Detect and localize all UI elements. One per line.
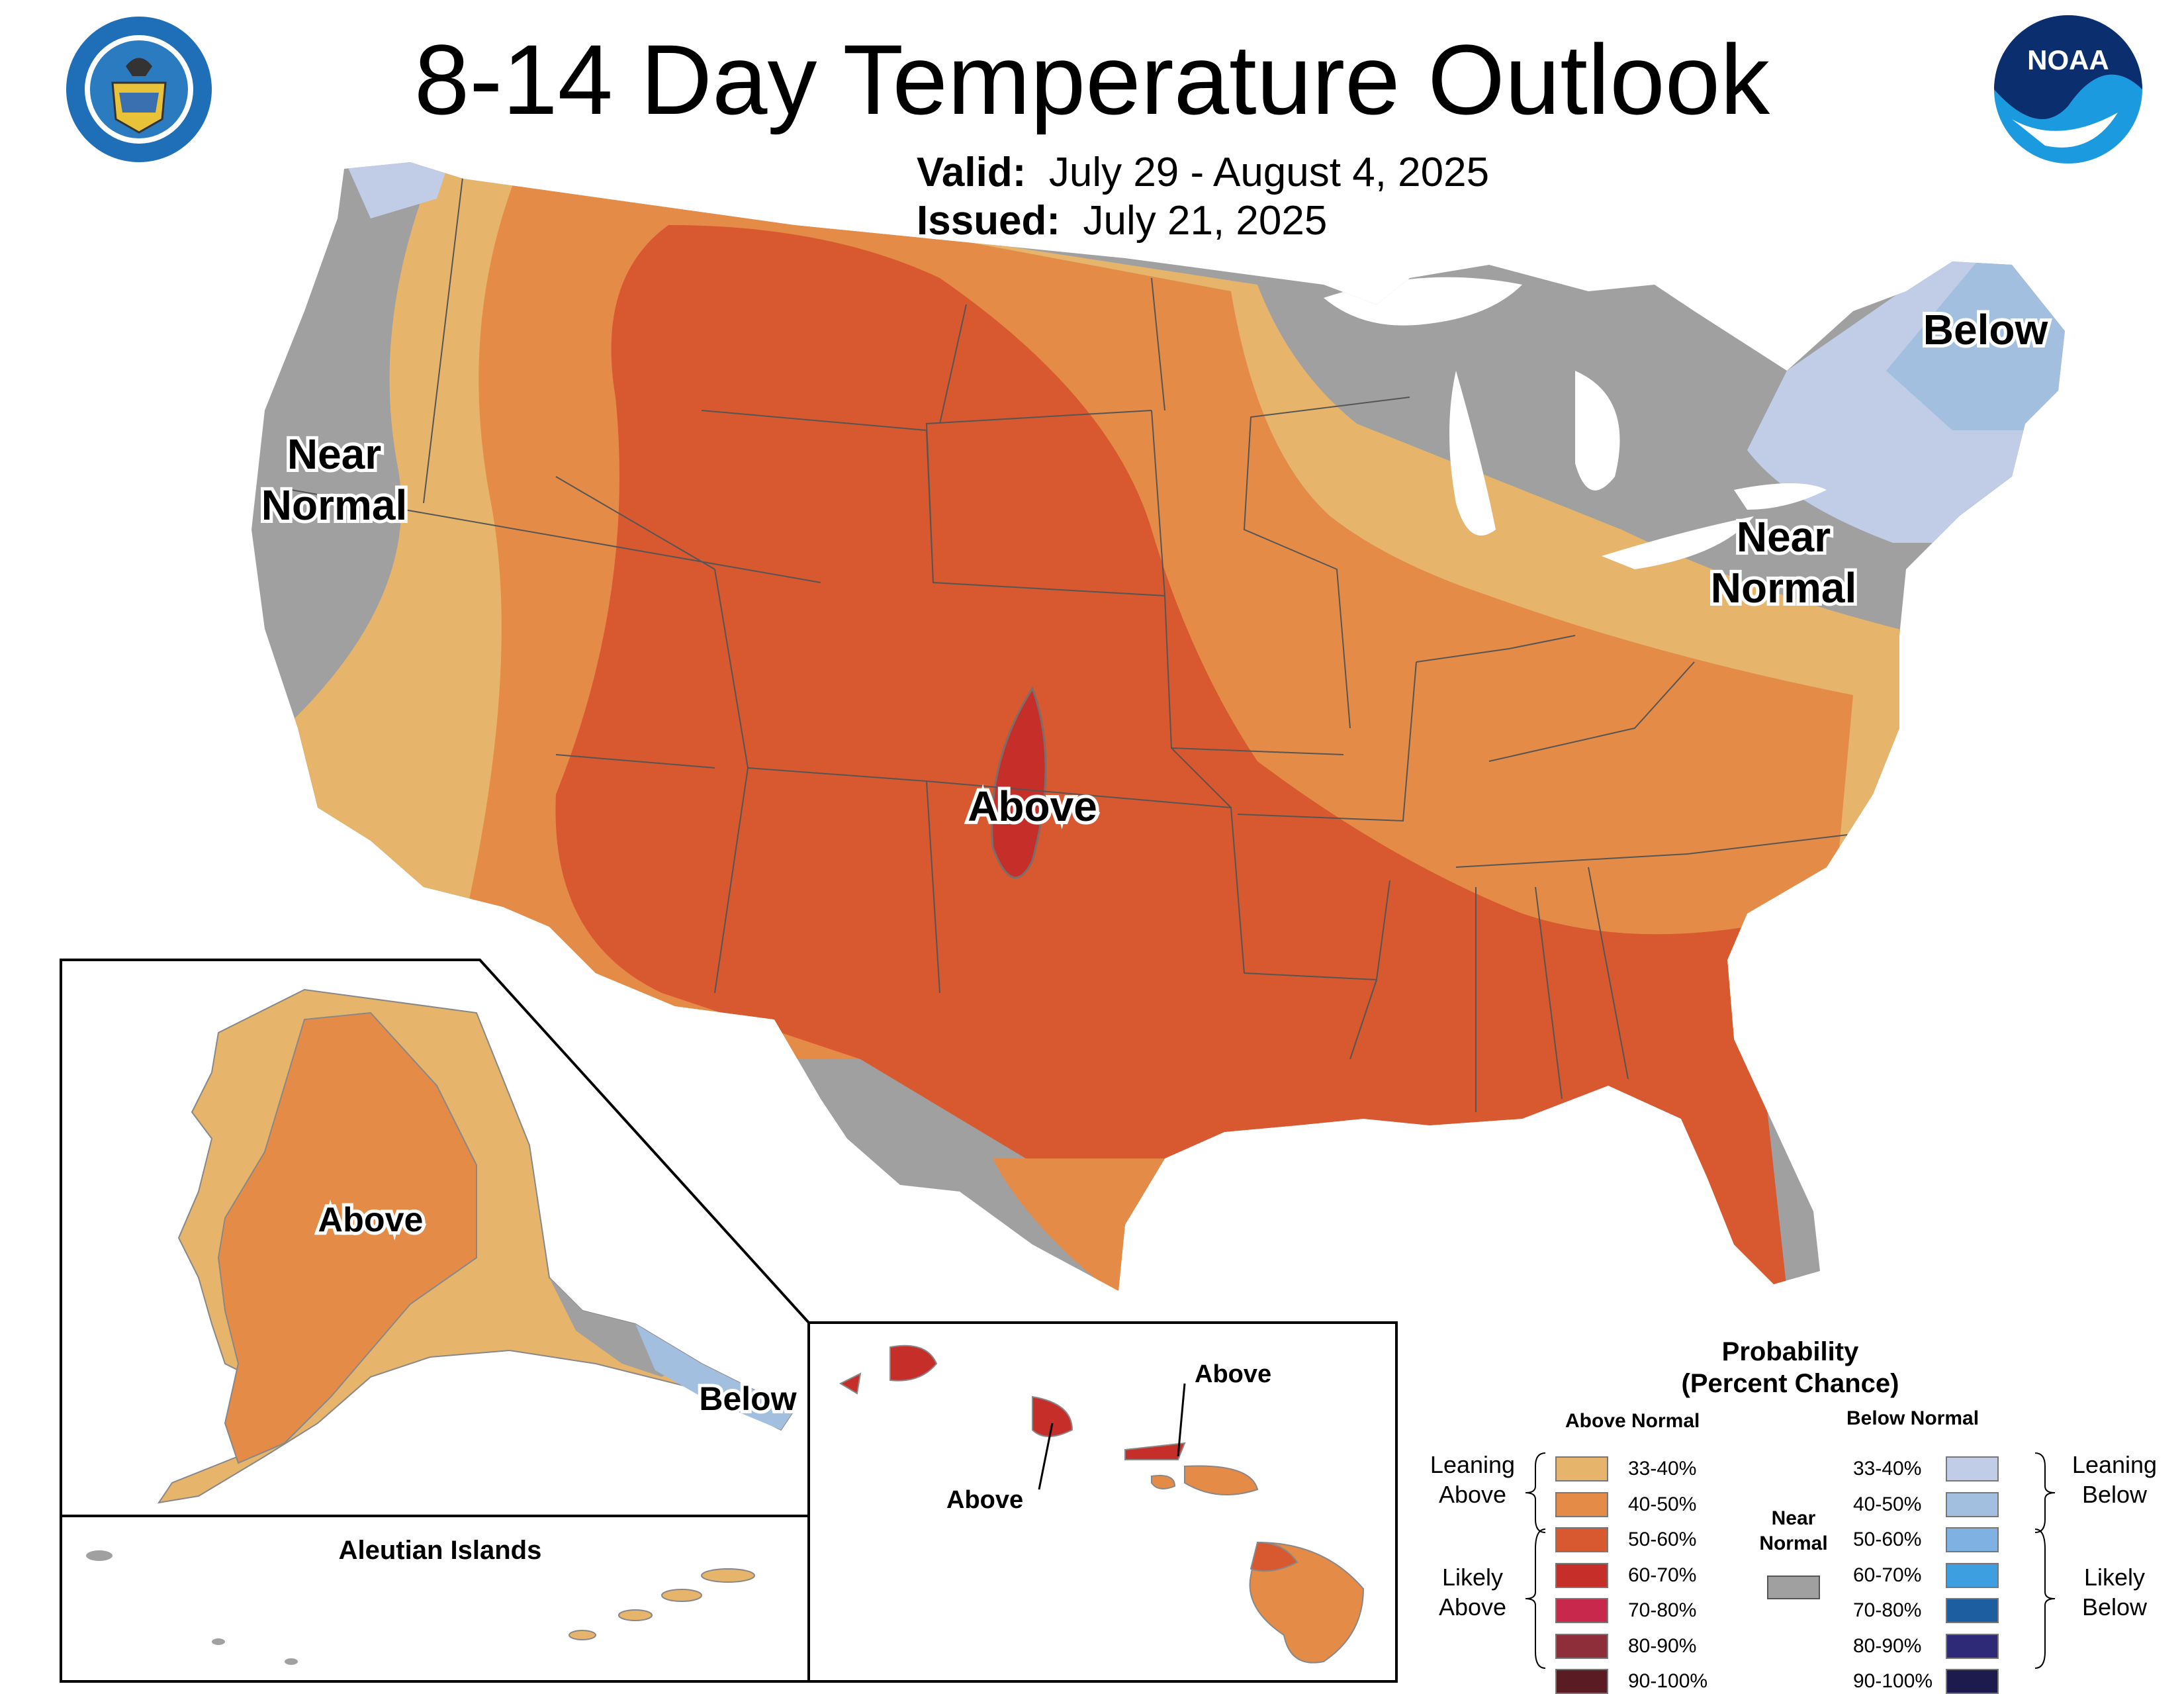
leaning-below-label: Leaning Below bbox=[2071, 1451, 2158, 1508]
above-swatch-2 bbox=[1555, 1527, 1608, 1552]
above-label-0: 33-40% bbox=[1628, 1458, 1697, 1480]
map-title: 8-14 Day Temperature Outlook bbox=[414, 24, 1770, 135]
noaa-icon: NOAA bbox=[1994, 15, 2142, 164]
issued-line: Issued: July 21, 2025 bbox=[917, 197, 1327, 245]
above-label-1: 40-50% bbox=[1628, 1493, 1697, 1515]
noaa-logo: NOAA bbox=[1992, 13, 2144, 165]
above-swatch-5 bbox=[1555, 1633, 1608, 1659]
aleutian-island-shapes bbox=[569, 1568, 755, 1640]
aleutian-islands-title: Aleutian Islands bbox=[339, 1536, 542, 1565]
state-boundaries bbox=[291, 171, 1854, 1112]
below-swatch-0 bbox=[1946, 1456, 1999, 1482]
hawaii-island-shapes bbox=[839, 1344, 1365, 1664]
near-normal-label: Near Normal bbox=[1759, 1507, 1828, 1554]
above-swatch-3 bbox=[1555, 1562, 1608, 1588]
hawaii-pointer-1 bbox=[1177, 1383, 1186, 1457]
below-swatch-1 bbox=[1946, 1491, 1999, 1517]
noaa-logo-text: NOAA bbox=[2027, 44, 2109, 75]
above-label-6: 90-100% bbox=[1628, 1670, 1708, 1692]
alaska-above-area bbox=[217, 1012, 477, 1464]
valid-dates: July 29 - August 4, 2025 bbox=[1048, 150, 1490, 195]
issued-date: July 21, 2025 bbox=[1083, 198, 1328, 244]
below-label-3: 60-70% bbox=[1853, 1564, 1922, 1586]
label-below-northeast: Below bbox=[1923, 306, 2048, 353]
label-above-alaska: Above bbox=[318, 1201, 424, 1239]
below-label-1: 40-50% bbox=[1853, 1493, 1922, 1515]
above-label-3: 60-70% bbox=[1628, 1564, 1697, 1586]
above-label-4: 70-80% bbox=[1628, 1599, 1697, 1621]
below-label-6: 90-100% bbox=[1853, 1670, 1933, 1692]
likely-below-label: Likely Below bbox=[2081, 1564, 2148, 1621]
hawaii-pointer-2 bbox=[1038, 1423, 1054, 1490]
seal-icon bbox=[66, 17, 212, 162]
label-above-hawaii-2: Above bbox=[946, 1486, 1023, 1514]
label-above-hawaii-1: Above bbox=[1195, 1360, 1271, 1388]
below-swatch-5 bbox=[1946, 1633, 1999, 1659]
below-label-4: 70-80% bbox=[1853, 1599, 1922, 1621]
above-swatch-4 bbox=[1555, 1598, 1608, 1623]
below-label-0: 33-40% bbox=[1853, 1458, 1922, 1480]
above-label-5: 80-90% bbox=[1628, 1634, 1697, 1657]
label-near-normal-west-2: Normal bbox=[261, 481, 408, 529]
below-label-2: 50-60% bbox=[1853, 1529, 1922, 1550]
below-swatch-6 bbox=[1946, 1669, 1999, 1694]
above-swatch-0 bbox=[1555, 1456, 1608, 1482]
label-near-normal-east-1: Near bbox=[1737, 513, 1831, 561]
label-below-alaska: Below bbox=[699, 1380, 796, 1417]
issued-label: Issued: bbox=[917, 198, 1061, 244]
below-swatch-3 bbox=[1946, 1562, 1999, 1588]
label-near-normal-west-1: Near bbox=[287, 430, 381, 478]
above-label-2: 50-60% bbox=[1628, 1529, 1697, 1550]
leaning-above-label: Leaning Above bbox=[1430, 1451, 1516, 1508]
above-swatch-6 bbox=[1555, 1669, 1608, 1694]
aleutian-west-islands bbox=[86, 1550, 298, 1665]
valid-line: Valid: July 29 - August 4, 2025 bbox=[917, 149, 1489, 197]
legend: Probability (Percent Chance) Above Norma… bbox=[1410, 1331, 2171, 1694]
legend-title-line2: (Percent Chance) bbox=[1681, 1369, 1899, 1398]
legend-below-header: Below Normal bbox=[1846, 1407, 1979, 1429]
above-swatch-1 bbox=[1555, 1491, 1608, 1517]
below-swatch-4 bbox=[1946, 1598, 1999, 1623]
likely-above-label: Likely Above bbox=[1438, 1564, 1507, 1621]
legend-title-line1: Probability bbox=[1721, 1337, 1859, 1366]
department-of-commerce-seal bbox=[63, 13, 215, 165]
valid-label: Valid: bbox=[917, 150, 1026, 195]
legend-above-header: Above Normal bbox=[1565, 1410, 1700, 1432]
legend-braces bbox=[1525, 1452, 2056, 1669]
label-near-normal-east-2: Normal bbox=[1711, 564, 1857, 612]
below-swatch-2 bbox=[1946, 1527, 1999, 1552]
near-normal-swatch bbox=[1767, 1576, 1820, 1599]
label-above-conus: Above bbox=[968, 782, 1097, 830]
below-label-5: 80-90% bbox=[1853, 1634, 1922, 1657]
